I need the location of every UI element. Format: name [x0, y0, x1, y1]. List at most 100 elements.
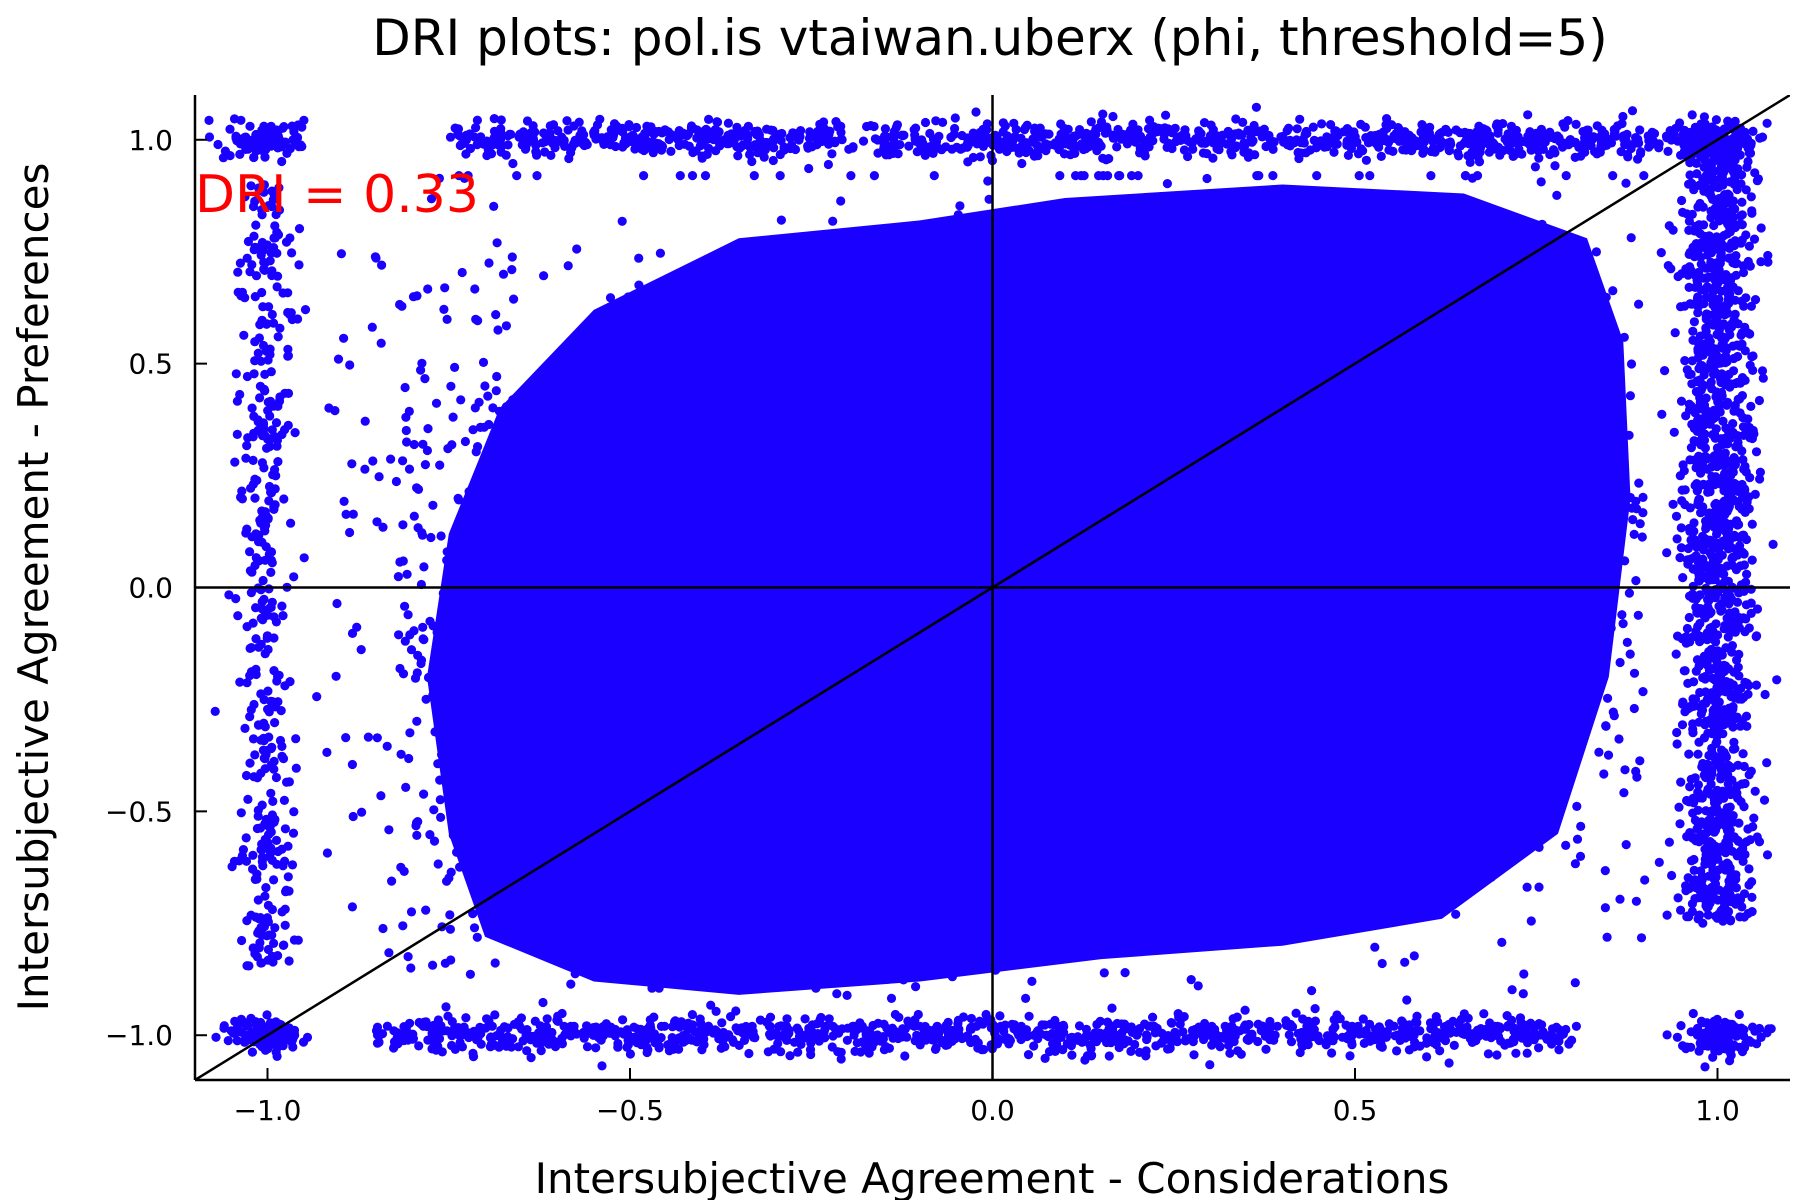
- data-point: [953, 210, 963, 220]
- data-point: [486, 687, 496, 697]
- data-point: [368, 456, 378, 466]
- data-point: [476, 700, 486, 710]
- data-point: [465, 969, 475, 979]
- data-point: [1554, 778, 1564, 788]
- data-point: [1043, 494, 1053, 504]
- data-point: [1136, 314, 1146, 324]
- data-point: [436, 812, 446, 823]
- data-point: [1435, 530, 1445, 541]
- data-point: [1153, 123, 1163, 133]
- data-point: [697, 799, 707, 810]
- data-point: [1326, 851, 1336, 861]
- data-point: [273, 671, 283, 681]
- data-point: [766, 824, 777, 834]
- data-point: [634, 253, 644, 263]
- data-point: [1033, 1026, 1043, 1036]
- data-point: [1632, 772, 1642, 782]
- data-point: [1067, 1050, 1077, 1060]
- data-point: [1090, 731, 1100, 741]
- data-point: [1383, 717, 1393, 727]
- data-point: [1180, 1036, 1190, 1046]
- data-point: [1242, 831, 1252, 841]
- data-point: [1239, 260, 1249, 270]
- data-point: [1327, 766, 1337, 776]
- data-point: [598, 888, 608, 898]
- data-point: [1082, 506, 1092, 516]
- data-point: [634, 941, 644, 951]
- data-point: [1335, 303, 1345, 313]
- data-point: [1445, 477, 1455, 487]
- data-point: [1141, 617, 1151, 627]
- data-point: [476, 815, 486, 825]
- data-point: [1644, 136, 1654, 146]
- data-point: [1251, 540, 1261, 550]
- data-point: [655, 736, 666, 746]
- data-point: [377, 260, 387, 270]
- data-point: [774, 822, 784, 832]
- data-point: [1518, 989, 1528, 999]
- data-point: [265, 603, 275, 613]
- data-point: [1061, 905, 1071, 915]
- data-point: [1282, 780, 1292, 791]
- data-point: [1205, 683, 1215, 693]
- data-point: [1572, 598, 1582, 608]
- data-point: [522, 589, 533, 599]
- data-point: [1023, 458, 1033, 468]
- data-point: [532, 171, 542, 181]
- data-point: [1144, 404, 1154, 414]
- data-point: [553, 426, 563, 436]
- data-point: [1568, 428, 1578, 438]
- data-point: [997, 855, 1008, 865]
- data-point: [693, 658, 704, 668]
- data-point: [286, 518, 296, 528]
- data-point: [248, 455, 258, 465]
- data-point: [448, 830, 458, 840]
- data-point: [923, 314, 933, 324]
- data-point: [515, 622, 525, 632]
- data-point: [570, 969, 580, 979]
- data-point: [816, 536, 827, 547]
- data-point: [224, 590, 234, 600]
- data-point: [724, 753, 734, 763]
- data-point: [504, 771, 514, 781]
- data-point: [1090, 384, 1100, 394]
- data-point: [1180, 625, 1190, 636]
- data-point: [1023, 374, 1033, 385]
- data-point: [1557, 488, 1567, 499]
- data-point: [732, 461, 742, 471]
- data-point: [484, 544, 494, 554]
- data-point: [505, 489, 515, 499]
- data-point: [880, 806, 890, 816]
- data-point: [491, 310, 501, 320]
- data-point: [879, 143, 889, 154]
- data-point: [1016, 133, 1026, 143]
- data-point: [905, 890, 915, 901]
- data-point: [1608, 520, 1618, 530]
- data-point: [447, 621, 457, 631]
- data-point: [791, 726, 802, 736]
- data-point: [694, 1034, 704, 1044]
- data-point: [1591, 247, 1601, 257]
- data-point: [493, 325, 503, 335]
- data-point: [574, 957, 584, 967]
- data-point: [899, 531, 910, 541]
- data-point: [476, 527, 486, 537]
- data-point: [400, 382, 410, 393]
- data-point: [1345, 132, 1355, 143]
- data-point: [474, 493, 484, 503]
- data-point: [1107, 1021, 1117, 1031]
- data-point: [1115, 492, 1125, 502]
- data-point: [904, 141, 914, 151]
- data-point: [472, 115, 482, 125]
- data-point: [1596, 659, 1606, 669]
- data-point: [1395, 620, 1405, 630]
- data-point: [441, 1002, 451, 1012]
- data-point: [416, 365, 426, 375]
- data-point: [1174, 1012, 1184, 1022]
- data-point: [1221, 812, 1231, 822]
- data-point: [404, 406, 414, 416]
- data-point: [1612, 389, 1622, 399]
- data-point: [824, 1014, 834, 1024]
- data-point: [1497, 937, 1507, 948]
- data-point: [1198, 1025, 1208, 1035]
